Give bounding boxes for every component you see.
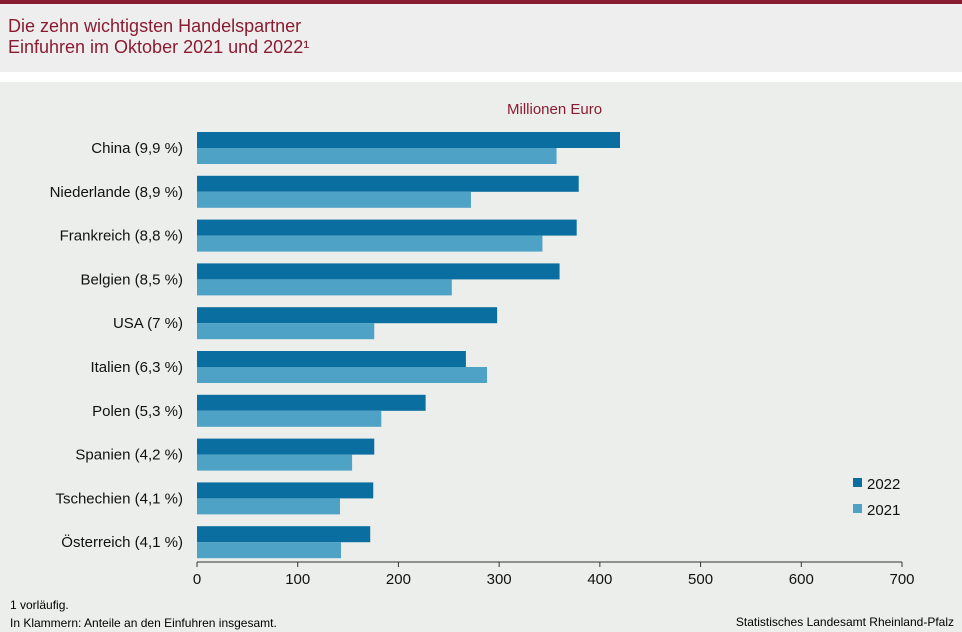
legend-swatch-2022 xyxy=(853,478,862,487)
bar-2022 xyxy=(197,351,466,367)
footnote-shares: In Klammern: Anteile an den Einfuhren in… xyxy=(10,616,277,630)
bar-2021 xyxy=(197,498,341,515)
unit-label: Millionen Euro xyxy=(507,101,603,118)
bar-2021 xyxy=(197,542,342,559)
bar-2022 xyxy=(197,307,498,324)
bar-2021 xyxy=(197,235,543,252)
category-label: Niederlande (8,9 %) xyxy=(50,184,183,201)
bar-2021 xyxy=(197,148,557,164)
bar-2022 xyxy=(197,132,620,148)
bar-2022 xyxy=(197,219,577,236)
x-tick-label: 300 xyxy=(487,571,512,588)
x-tick-label: 0 xyxy=(193,571,201,588)
bar-2022 xyxy=(197,526,371,543)
bar-2022 xyxy=(197,438,375,455)
x-tick-label: 100 xyxy=(285,571,310,588)
bar-2021 xyxy=(197,367,488,383)
title-line-2: Einfuhren im Oktober 2021 und 2022¹ xyxy=(8,37,310,57)
legend-swatch-2021 xyxy=(853,504,862,513)
bar-2022 xyxy=(197,175,579,192)
category-label: Belgien (8,5 %) xyxy=(80,271,183,288)
category-label: Tschechien (4,1 %) xyxy=(55,490,183,507)
x-tick-label: 500 xyxy=(688,571,713,588)
bar-2021 xyxy=(197,191,471,208)
legend-label-2021: 2021 xyxy=(867,502,900,519)
x-tick-label: 400 xyxy=(587,571,612,588)
chart-title: Die zehn wichtigsten Handelspartner Einf… xyxy=(8,16,309,58)
header-separator xyxy=(0,72,962,82)
x-tick-label: 700 xyxy=(889,571,914,588)
legend-label-2022: 2022 xyxy=(867,476,900,493)
category-label: USA (7 %) xyxy=(113,315,183,332)
category-label: Österreich (4,1 %) xyxy=(61,533,183,551)
bar-2022 xyxy=(197,394,426,411)
bar-2022 xyxy=(197,263,560,280)
x-tick-label: 200 xyxy=(386,571,411,588)
bar-2021 xyxy=(197,410,382,427)
chart-header: Die zehn wichtigsten Handelspartner Einf… xyxy=(0,4,962,72)
category-label: China (9,9 %) xyxy=(91,140,183,157)
category-label: Spanien (4,2 %) xyxy=(75,447,183,464)
title-line-1: Die zehn wichtigsten Handelspartner xyxy=(8,16,302,36)
category-label: Italien (6,3 %) xyxy=(90,359,183,376)
footnote-preliminary: 1 vorläufig. xyxy=(10,598,69,612)
category-label: Polen (5,3 %) xyxy=(92,403,183,420)
category-label: Frankreich (8,8 %) xyxy=(60,228,183,245)
bar-2022 xyxy=(197,482,374,499)
top-accent-bar xyxy=(0,0,962,4)
bar-2021 xyxy=(197,454,353,471)
bar-2021 xyxy=(197,323,375,340)
bar-2021 xyxy=(197,279,452,296)
x-tick-label: 600 xyxy=(789,571,814,588)
source-label: Statistisches Landesamt Rheinland-Pfalz xyxy=(735,615,954,629)
